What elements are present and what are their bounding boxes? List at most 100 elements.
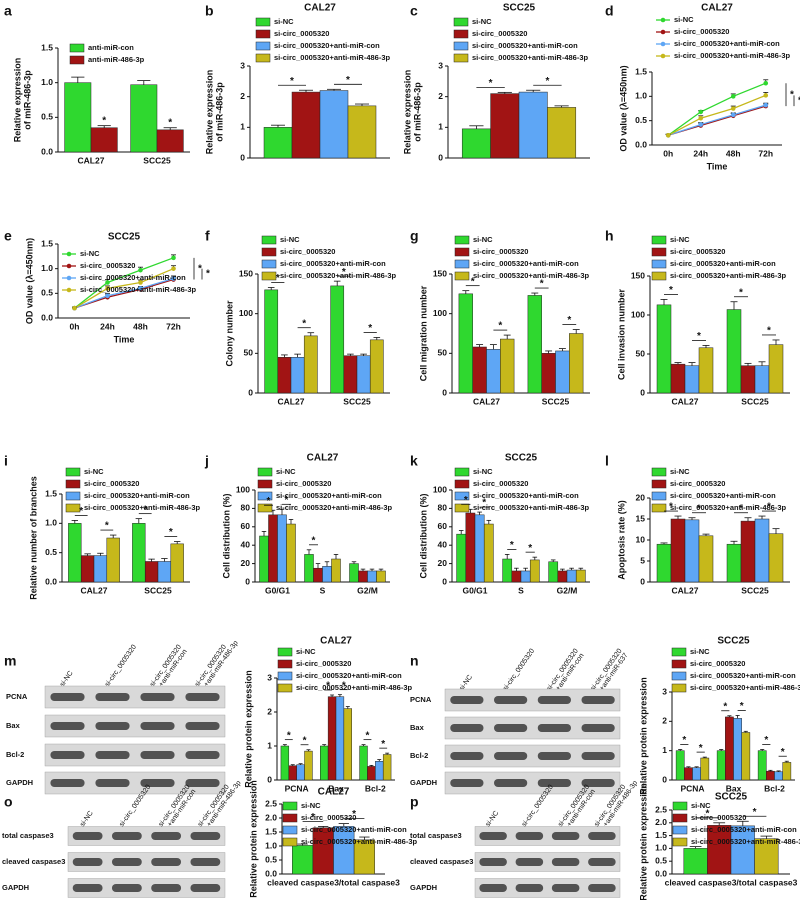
bar bbox=[741, 732, 751, 781]
bar bbox=[726, 309, 742, 394]
blot-band bbox=[581, 696, 615, 704]
bar bbox=[548, 561, 559, 583]
blot-strip bbox=[474, 852, 621, 872]
row-label: PCNA bbox=[410, 695, 432, 704]
blot-band bbox=[50, 751, 85, 759]
bar bbox=[369, 339, 384, 394]
y-tick-label: 2.5 bbox=[265, 798, 277, 808]
line bbox=[74, 268, 174, 309]
bar bbox=[700, 757, 710, 781]
panel-letter: g bbox=[410, 228, 419, 244]
significance-star: * bbox=[285, 495, 289, 506]
bar bbox=[375, 761, 384, 781]
x-axis-label: Time bbox=[114, 334, 135, 344]
y-tick-label: 100 bbox=[631, 309, 645, 319]
legend-marker bbox=[660, 17, 666, 23]
marker bbox=[763, 93, 769, 98]
bar bbox=[263, 127, 293, 159]
y-tick-label: 15 bbox=[636, 513, 646, 523]
x-tick-label: SCC25 bbox=[143, 155, 171, 165]
bar bbox=[683, 848, 708, 875]
legend-swatch bbox=[454, 467, 470, 477]
y-axis-label: Relative expression bbox=[402, 70, 412, 155]
blot-band bbox=[537, 779, 571, 787]
panel-letter: p bbox=[410, 794, 419, 810]
x-tick-label: CAL27 bbox=[672, 585, 699, 595]
marker bbox=[138, 280, 143, 285]
blot-band bbox=[588, 858, 616, 866]
legend-swatch bbox=[454, 491, 470, 501]
bar bbox=[358, 570, 368, 583]
legend-label: si-circ_0005320+anti-miR-con bbox=[276, 491, 382, 500]
x-tick-label: Bax bbox=[328, 783, 344, 793]
y-tick-label: 150 bbox=[631, 270, 645, 280]
x-tick-label: G2/M bbox=[557, 585, 578, 595]
x-tick-label: G0/G1 bbox=[265, 585, 290, 595]
panel-letter: b bbox=[205, 3, 214, 19]
blot-band bbox=[537, 724, 571, 732]
legend-label: si-circ_0005320 bbox=[301, 813, 356, 822]
bar bbox=[106, 537, 120, 583]
bar bbox=[698, 347, 714, 394]
legend-label: si-NC bbox=[691, 801, 711, 810]
legend-label: si-circ_0005320+anti-miR-con bbox=[472, 41, 578, 50]
y-tick-label: 10 bbox=[636, 534, 646, 544]
bar bbox=[511, 570, 522, 583]
x-tick-label: SCC25 bbox=[144, 585, 172, 595]
legend-swatch bbox=[257, 479, 273, 489]
bar bbox=[527, 295, 542, 394]
legend-label: si-circ_0005320+anti-miR-con bbox=[670, 491, 776, 500]
panel-letter: l bbox=[605, 453, 609, 469]
blot-band bbox=[494, 752, 528, 760]
bar bbox=[458, 293, 473, 394]
legend-swatch bbox=[672, 837, 688, 847]
panel-letter: o bbox=[4, 794, 13, 810]
x-tick-label: PCNA bbox=[680, 783, 704, 793]
significance-star: * bbox=[326, 681, 330, 692]
significance-star: * bbox=[471, 276, 475, 287]
legend-swatch bbox=[277, 659, 293, 669]
legend-swatch bbox=[671, 683, 687, 693]
bar bbox=[569, 333, 584, 394]
line bbox=[74, 278, 174, 309]
legend-label: si-circ_0005320 bbox=[276, 479, 331, 488]
legend-swatch bbox=[261, 271, 277, 281]
legend-swatch bbox=[255, 41, 271, 51]
legend-label: si-circ_0005320+anti-miR-486-3p bbox=[670, 271, 787, 280]
legend-swatch bbox=[255, 17, 271, 27]
legend-label: si-circ_0005320+anti-miR-con bbox=[473, 259, 579, 268]
bar bbox=[684, 365, 700, 394]
y-tick-label: 0.0 bbox=[41, 312, 53, 322]
x-tick-label: S bbox=[320, 585, 326, 595]
legend-label: si-circ_0005320+anti-miR-con bbox=[690, 671, 796, 680]
legend-label: si-circ_0005320 bbox=[84, 479, 139, 488]
line bbox=[667, 82, 766, 136]
bar bbox=[656, 543, 672, 583]
bar bbox=[757, 750, 767, 781]
y-tick-label: 0.5 bbox=[265, 854, 277, 864]
legend-swatch bbox=[255, 53, 271, 63]
legend-label: si-circ_0005320+anti-miR-con bbox=[274, 41, 380, 50]
legend-label: si-NC bbox=[80, 249, 100, 258]
blot-band bbox=[515, 884, 544, 892]
blot-strip bbox=[44, 714, 226, 738]
legend-swatch bbox=[277, 683, 293, 693]
y-tick-label: 0.0 bbox=[655, 868, 667, 878]
legend-swatch bbox=[257, 503, 273, 513]
legend-label: si-circ_0005320 bbox=[296, 659, 351, 668]
blot-band bbox=[140, 751, 175, 759]
x-tick-label: SCC25 bbox=[741, 585, 769, 595]
bar bbox=[292, 845, 314, 875]
marker bbox=[730, 94, 736, 99]
bar bbox=[456, 533, 467, 583]
blot-band bbox=[581, 724, 615, 732]
x-tick-label: SCC25 bbox=[542, 396, 570, 406]
marker bbox=[763, 102, 769, 108]
panel-letter: e bbox=[4, 228, 12, 244]
blot-band bbox=[494, 779, 528, 787]
significance-star: * bbox=[753, 807, 757, 818]
significance-star: * bbox=[311, 812, 315, 823]
legend-swatch bbox=[69, 55, 85, 65]
blot-band bbox=[151, 832, 182, 840]
blot-band bbox=[551, 858, 580, 866]
